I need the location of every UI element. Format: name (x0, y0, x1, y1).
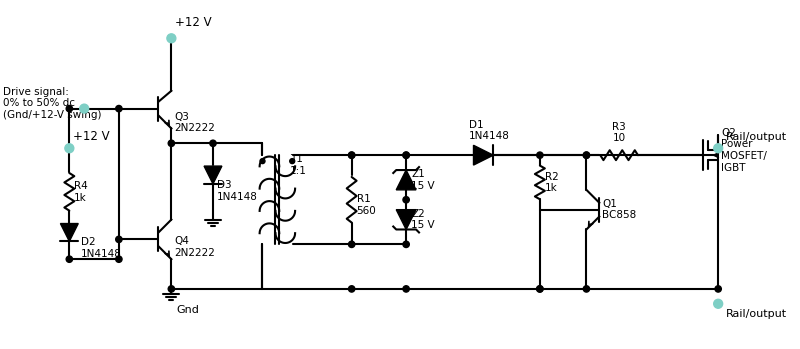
Circle shape (260, 159, 265, 164)
Text: +12 V: +12 V (175, 16, 212, 29)
Circle shape (167, 34, 176, 43)
Circle shape (537, 286, 543, 292)
Polygon shape (474, 145, 494, 165)
Circle shape (349, 152, 355, 158)
Circle shape (66, 256, 73, 262)
Circle shape (65, 144, 74, 153)
Circle shape (80, 104, 89, 113)
Text: Drive signal:
0% to 50% dc
(Gnd/+12-V swing): Drive signal: 0% to 50% dc (Gnd/+12-V sw… (3, 87, 102, 120)
Text: D2
1N4148: D2 1N4148 (82, 237, 122, 259)
Circle shape (116, 105, 122, 112)
Text: Q4
2N2222: Q4 2N2222 (174, 236, 215, 258)
Circle shape (403, 152, 410, 158)
Polygon shape (396, 210, 416, 230)
Circle shape (583, 286, 590, 292)
Text: Q2
Power
MOSFET/
IGBT: Q2 Power MOSFET/ IGBT (721, 128, 767, 173)
Circle shape (403, 286, 410, 292)
Circle shape (210, 140, 216, 147)
Circle shape (66, 105, 73, 112)
Circle shape (403, 152, 410, 158)
Text: Rail/output: Rail/output (726, 309, 787, 319)
Polygon shape (61, 223, 78, 242)
Circle shape (715, 286, 722, 292)
Text: R1
560: R1 560 (357, 194, 376, 216)
Circle shape (290, 159, 294, 164)
Text: T1
1:1: T1 1:1 (290, 154, 307, 176)
Text: R2
1k: R2 1k (545, 172, 558, 193)
Text: +12 V: +12 V (74, 130, 110, 143)
Circle shape (714, 144, 722, 153)
Circle shape (537, 152, 543, 158)
Circle shape (537, 286, 543, 292)
Polygon shape (204, 166, 222, 184)
Text: D3
1N4148: D3 1N4148 (217, 180, 258, 202)
Text: Gnd: Gnd (176, 305, 199, 315)
Text: R3
10: R3 10 (612, 122, 626, 143)
Circle shape (116, 236, 122, 243)
Circle shape (168, 140, 174, 147)
Text: Z2
15 V: Z2 15 V (411, 209, 434, 230)
Polygon shape (396, 170, 416, 190)
Circle shape (583, 152, 590, 158)
Circle shape (116, 256, 122, 262)
Text: Q1
BC858: Q1 BC858 (602, 199, 637, 221)
Circle shape (349, 152, 355, 158)
Text: D1
1N4148: D1 1N4148 (469, 120, 510, 141)
Circle shape (349, 286, 355, 292)
Circle shape (403, 196, 410, 203)
Text: Z1
15 V: Z1 15 V (411, 169, 434, 191)
Text: R4
1k: R4 1k (74, 181, 88, 203)
Circle shape (403, 241, 410, 247)
Circle shape (583, 152, 590, 158)
Circle shape (714, 299, 722, 308)
Text: Q3
2N2222: Q3 2N2222 (174, 112, 215, 133)
Circle shape (168, 286, 174, 292)
Text: Rail/output: Rail/output (726, 132, 787, 142)
Circle shape (349, 241, 355, 247)
